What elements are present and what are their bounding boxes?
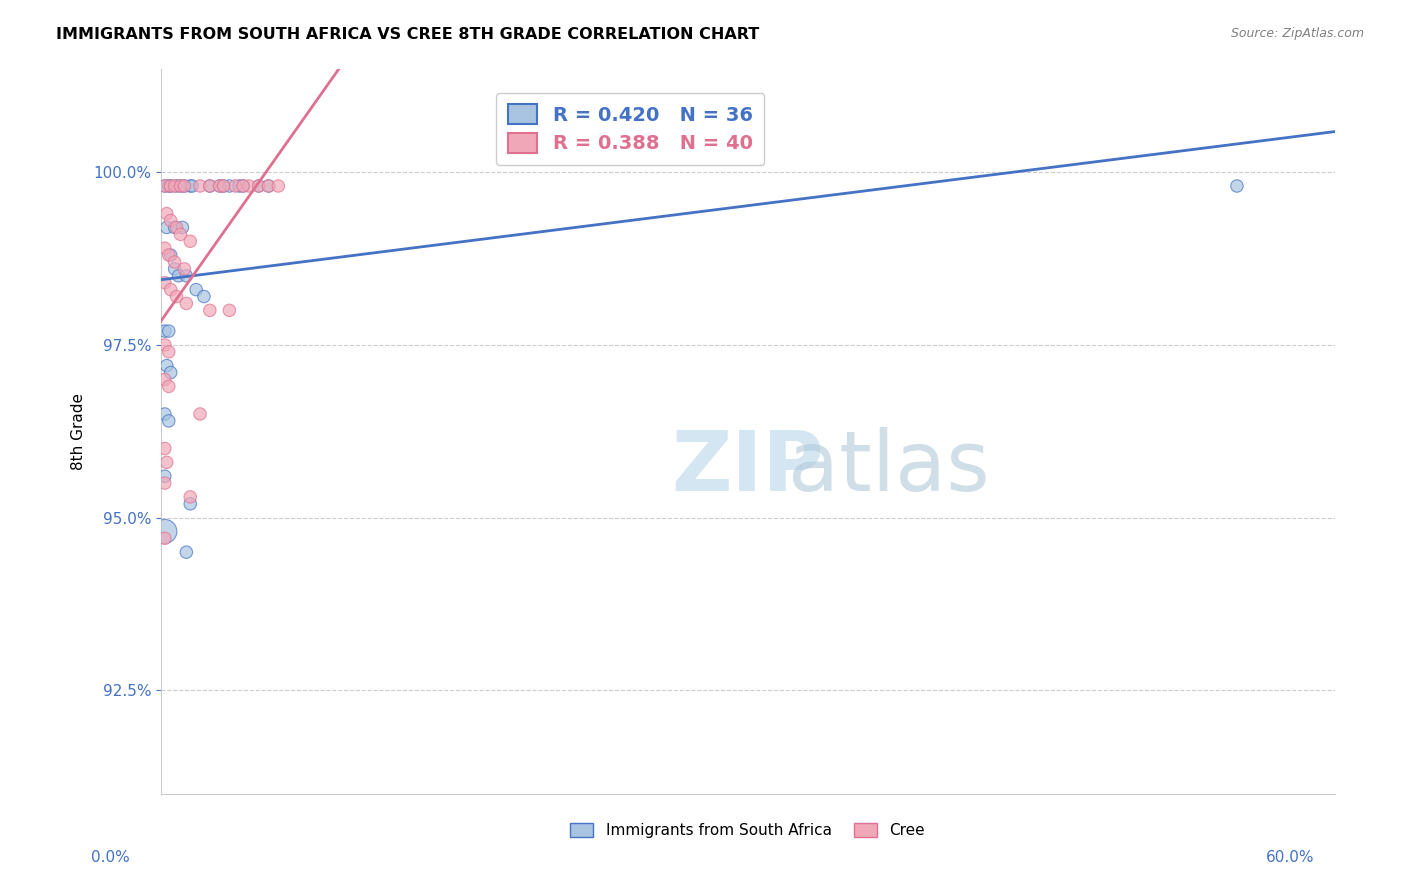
Point xyxy=(157,178,180,193)
Point xyxy=(153,338,176,352)
Point xyxy=(218,303,240,318)
Point xyxy=(172,220,194,235)
Point xyxy=(153,469,176,483)
Point xyxy=(193,289,215,303)
Point xyxy=(247,178,270,193)
Point xyxy=(212,178,235,193)
Text: Source: ZipAtlas.com: Source: ZipAtlas.com xyxy=(1230,27,1364,40)
Point xyxy=(179,497,201,511)
Point xyxy=(238,178,260,193)
Point xyxy=(163,220,186,235)
Point xyxy=(208,178,231,193)
Point xyxy=(247,178,270,193)
Point xyxy=(267,178,290,193)
Point xyxy=(159,366,181,380)
Point xyxy=(166,220,188,235)
Point xyxy=(179,234,201,248)
Point xyxy=(167,268,190,283)
Legend: Immigrants from South Africa, Cree: Immigrants from South Africa, Cree xyxy=(564,817,931,845)
Point xyxy=(173,178,195,193)
Text: 60.0%: 60.0% xyxy=(1267,850,1315,865)
Point xyxy=(157,379,180,393)
Point xyxy=(157,414,180,428)
Point xyxy=(188,178,211,193)
Point xyxy=(163,255,186,269)
Point xyxy=(166,178,188,193)
Point xyxy=(156,206,179,220)
Point xyxy=(159,178,181,193)
Point xyxy=(153,442,176,456)
Point xyxy=(159,213,181,227)
Point xyxy=(153,276,176,290)
Point xyxy=(169,178,191,193)
Point xyxy=(208,178,231,193)
Point xyxy=(176,296,198,310)
Point xyxy=(153,241,176,255)
Point xyxy=(157,344,180,359)
Point xyxy=(153,178,176,193)
Point xyxy=(257,178,280,193)
Point xyxy=(228,178,250,193)
Point xyxy=(156,359,179,373)
Point xyxy=(173,261,195,276)
Point xyxy=(163,178,186,193)
Point xyxy=(159,178,181,193)
Point xyxy=(156,455,179,469)
Point xyxy=(153,324,176,338)
Text: ZIP: ZIP xyxy=(672,427,824,508)
Point xyxy=(153,532,176,546)
Text: IMMIGRANTS FROM SOUTH AFRICA VS CREE 8TH GRADE CORRELATION CHART: IMMIGRANTS FROM SOUTH AFRICA VS CREE 8TH… xyxy=(56,27,759,42)
Point xyxy=(153,524,176,539)
Point xyxy=(166,289,188,303)
Point xyxy=(1226,178,1249,193)
Point xyxy=(153,372,176,386)
Point xyxy=(218,178,240,193)
Point xyxy=(163,261,186,276)
Point xyxy=(198,178,221,193)
Point xyxy=(156,220,179,235)
Point xyxy=(257,178,280,193)
Point xyxy=(169,178,191,193)
Point xyxy=(188,407,211,421)
Point xyxy=(232,178,254,193)
Point xyxy=(232,178,254,193)
Point xyxy=(212,178,235,193)
Point xyxy=(157,248,180,262)
Y-axis label: 8th Grade: 8th Grade xyxy=(72,392,86,470)
Point xyxy=(198,178,221,193)
Point xyxy=(179,178,201,193)
Point xyxy=(173,178,195,193)
Text: atlas: atlas xyxy=(787,427,990,508)
Point xyxy=(184,283,207,297)
Text: 0.0%: 0.0% xyxy=(91,850,131,865)
Point xyxy=(153,407,176,421)
Point xyxy=(159,283,181,297)
Point xyxy=(153,476,176,491)
Point xyxy=(224,178,246,193)
Point xyxy=(159,248,181,262)
Point xyxy=(157,324,180,338)
Point xyxy=(198,303,221,318)
Point xyxy=(179,490,201,504)
Point xyxy=(176,268,198,283)
Point xyxy=(169,227,191,242)
Point xyxy=(153,178,176,193)
Point xyxy=(181,178,204,193)
Point xyxy=(176,545,198,559)
